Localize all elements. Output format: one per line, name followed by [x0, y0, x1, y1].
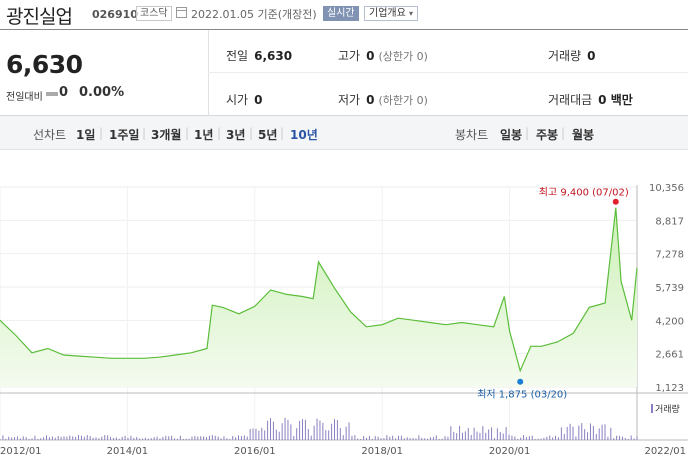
market-badge: 코스닥	[136, 6, 172, 21]
x-tick-label: 2020/01	[489, 446, 531, 457]
stock-header: 광진실업 026910 코스닥 2022.01.05 기준(개장전) 실시간 기…	[0, 0, 688, 29]
trading-value-value: 0 백만	[598, 93, 633, 107]
volume: 거래량 0	[548, 47, 595, 64]
volume-label: 거래량	[548, 49, 582, 63]
high-marker	[612, 198, 619, 205]
candle-daily[interactable]: 일봉	[500, 128, 523, 142]
change-label: 전일대비	[6, 92, 43, 103]
separator: |	[280, 126, 285, 140]
company-info-label: 기업개요	[369, 8, 406, 19]
low-label: 저가	[338, 93, 361, 107]
panel-divider	[208, 30, 209, 116]
realtime-button[interactable]: 실시간	[323, 6, 359, 21]
open-label: 시가	[226, 93, 249, 107]
x-tick-label: 2018/01	[361, 446, 403, 457]
x-tick-label: 2022/01	[644, 446, 686, 457]
open-price: 시가 0	[226, 91, 262, 108]
prev-close: 전일 6,630	[226, 47, 292, 64]
upper-limit: (상한가 0)	[378, 50, 428, 63]
company-info-dropdown[interactable]: 기업개요 ▾	[364, 6, 419, 21]
y-tick-label: 10,356	[649, 183, 684, 194]
y-tick-label: 2,661	[655, 350, 684, 361]
period-1y[interactable]: 1년	[194, 128, 214, 142]
separator: |	[185, 126, 190, 140]
high-price: 고가 0 (상한가 0)	[338, 47, 428, 64]
volume-legend-swatch	[651, 404, 653, 413]
high-value: 0	[366, 49, 375, 63]
prev-close-label: 전일	[226, 49, 249, 63]
candle-monthly[interactable]: 월봉	[572, 128, 595, 142]
low-annotation: 최저 1,875 (03/20)	[477, 389, 567, 401]
low-value: 0	[366, 93, 375, 107]
separator: |	[561, 126, 566, 140]
period-1w[interactable]: 1주일	[109, 128, 140, 142]
volume-legend-label: 거래량	[655, 405, 680, 415]
candle-weekly[interactable]: 주봉	[536, 128, 559, 142]
y-tick-label: 4,200	[655, 316, 684, 327]
x-tick-label: 2014/01	[107, 446, 149, 457]
x-tick-label: 2016/01	[234, 446, 276, 457]
y-tick-label: 7,278	[655, 250, 684, 261]
candle-chart-label: 봉차트	[455, 128, 489, 142]
y-tick-label: 8,817	[655, 216, 684, 227]
period-3m[interactable]: 3개월	[151, 128, 182, 142]
separator: |	[99, 126, 104, 140]
stock-name: 광진실업	[6, 6, 73, 28]
period-10y[interactable]: 10년	[290, 128, 318, 142]
panel-row-divider	[208, 72, 688, 73]
trading-value: 거래대금 0 백만	[548, 91, 633, 108]
volume-legend: 거래량	[651, 402, 680, 415]
change-percent: 0.00%	[79, 85, 125, 100]
price-line	[0, 207, 638, 373]
period-1d[interactable]: 1일	[76, 128, 96, 142]
open-value: 0	[254, 93, 263, 107]
y-tick-label: 1,123	[655, 383, 684, 394]
quote-date: 2022.01.05 기준(개장전)	[191, 8, 317, 21]
lower-limit: (하한가 0)	[378, 94, 428, 107]
high-label: 고가	[338, 49, 361, 63]
quote-panel: 6,630 전일대비 0 0.00% 전일 6,630 고가 0 (상한가 0) 거래…	[0, 29, 688, 116]
prev-close-value: 6,630	[254, 49, 293, 63]
stock-code: 026910	[92, 8, 138, 21]
calendar-icon	[176, 7, 187, 18]
period-bar: 선차트 1일 | 1주일 | 3개월 | 1년 | 3년 | 5년 | 10년 …	[0, 116, 688, 150]
price-chart: 10,356 8,817 7,278 5,739 4,200 2,661 1,123 2012…	[0, 150, 688, 465]
separator: |	[249, 126, 254, 140]
price-chart-svg: 10,356 8,817 7,278 5,739 4,200 2,661 1,123 2012…	[0, 183, 688, 457]
low-marker	[517, 378, 524, 385]
x-tick-label: 2012/01	[0, 446, 42, 457]
separator: |	[217, 126, 222, 140]
current-price: 6,630	[6, 50, 83, 79]
separator: |	[525, 126, 530, 140]
separator: |	[142, 126, 147, 140]
chevron-down-icon: ▾	[409, 9, 414, 18]
high-annotation: 최고 9,400 (07/02)	[539, 187, 629, 199]
change-value: 0	[59, 85, 69, 100]
period-5y[interactable]: 5년	[258, 128, 278, 142]
volume-value: 0	[587, 49, 596, 63]
period-3y[interactable]: 3년	[226, 128, 246, 142]
y-tick-label: 5,739	[655, 283, 684, 294]
line-chart-label: 선차트	[33, 128, 67, 142]
price-area	[0, 207, 637, 387]
low-price: 저가 0 (하한가 0)	[338, 91, 428, 108]
trading-value-label: 거래대금	[548, 93, 593, 107]
flat-change-icon	[46, 92, 58, 96]
